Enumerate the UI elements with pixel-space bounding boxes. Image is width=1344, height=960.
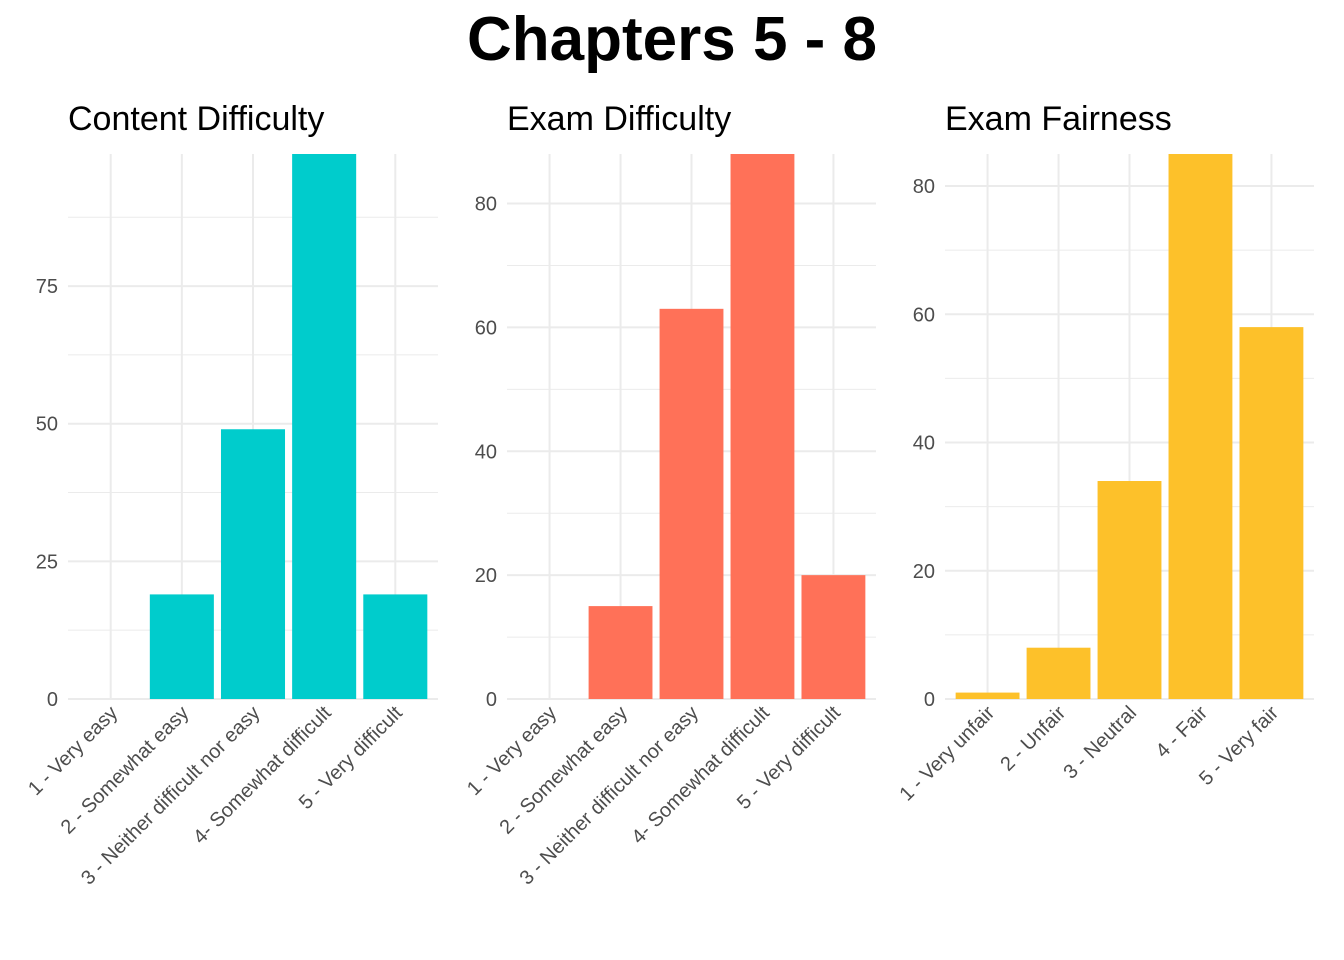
x-tick-label: 2 - Unfair xyxy=(996,702,1070,776)
panel-title: Exam Fairness xyxy=(945,100,1172,138)
bar xyxy=(588,606,653,699)
y-tick-label: 60 xyxy=(475,317,497,339)
y-tick-label: 0 xyxy=(47,689,58,711)
y-tick-label: 40 xyxy=(913,433,935,455)
bar xyxy=(1168,154,1233,699)
x-tick-label: 3 - Neutral xyxy=(1059,702,1141,784)
y-tick-label: 50 xyxy=(36,414,58,436)
y-tick-label: 25 xyxy=(36,551,58,573)
bar xyxy=(1097,481,1162,699)
y-tick-label: 20 xyxy=(913,561,935,583)
x-tick-label: 4- Somewhat difficult xyxy=(189,702,336,849)
y-tick-label: 40 xyxy=(475,441,497,463)
bar xyxy=(363,594,428,699)
x-tick-label: 4- Somewhat difficult xyxy=(627,702,774,849)
y-tick-label: 0 xyxy=(924,689,935,711)
y-tick-label: 80 xyxy=(913,176,935,198)
x-tick-label: 2 - Somewhat easy xyxy=(495,702,632,839)
bar xyxy=(955,692,1020,699)
bar xyxy=(292,154,357,699)
main-title: Chapters 5 - 8 xyxy=(466,5,878,74)
x-tick-label: 4 - Fair xyxy=(1152,702,1213,763)
x-tick-label: 2 - Somewhat easy xyxy=(57,702,194,839)
bar xyxy=(801,575,866,699)
y-tick-label: 20 xyxy=(475,565,497,587)
bar xyxy=(220,429,286,699)
y-tick-label: 80 xyxy=(475,194,497,216)
bar xyxy=(149,594,214,699)
bar xyxy=(730,154,795,699)
bar xyxy=(1026,647,1091,699)
bar xyxy=(659,308,724,699)
panel-title: Exam Difficulty xyxy=(507,100,731,138)
panel-title: Content Difficulty xyxy=(68,100,324,138)
x-tick-label: 1 - Very unfair xyxy=(896,702,1000,806)
bar xyxy=(1239,327,1304,699)
y-tick-label: 60 xyxy=(913,304,935,326)
y-tick-label: 0 xyxy=(486,689,497,711)
y-tick-label: 75 xyxy=(36,276,58,298)
